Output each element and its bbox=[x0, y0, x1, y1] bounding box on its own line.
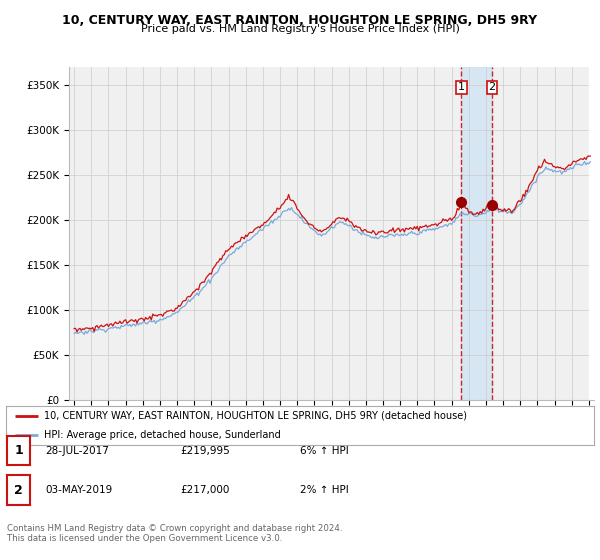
Text: Contains HM Land Registry data © Crown copyright and database right 2024.
This d: Contains HM Land Registry data © Crown c… bbox=[7, 524, 343, 543]
Text: 10, CENTURY WAY, EAST RAINTON, HOUGHTON LE SPRING, DH5 9RY (detached house): 10, CENTURY WAY, EAST RAINTON, HOUGHTON … bbox=[44, 411, 467, 421]
Text: 03-MAY-2019: 03-MAY-2019 bbox=[45, 485, 112, 495]
Text: 1: 1 bbox=[458, 82, 465, 92]
Text: 2: 2 bbox=[488, 82, 496, 92]
Text: £219,995: £219,995 bbox=[180, 446, 230, 456]
Bar bbox=[461, 67, 492, 400]
Text: 6% ↑ HPI: 6% ↑ HPI bbox=[300, 446, 349, 456]
Text: 10, CENTURY WAY, EAST RAINTON, HOUGHTON LE SPRING, DH5 9RY: 10, CENTURY WAY, EAST RAINTON, HOUGHTON … bbox=[62, 14, 538, 27]
Text: Price paid vs. HM Land Registry's House Price Index (HPI): Price paid vs. HM Land Registry's House … bbox=[140, 24, 460, 34]
Text: HPI: Average price, detached house, Sunderland: HPI: Average price, detached house, Sund… bbox=[44, 431, 281, 440]
Text: 28-JUL-2017: 28-JUL-2017 bbox=[45, 446, 109, 456]
Text: 1: 1 bbox=[14, 444, 23, 458]
Bar bbox=[589, 67, 594, 400]
Bar bbox=[589, 67, 594, 400]
Text: £217,000: £217,000 bbox=[180, 485, 229, 495]
Text: 2: 2 bbox=[14, 483, 23, 497]
Text: 2% ↑ HPI: 2% ↑ HPI bbox=[300, 485, 349, 495]
